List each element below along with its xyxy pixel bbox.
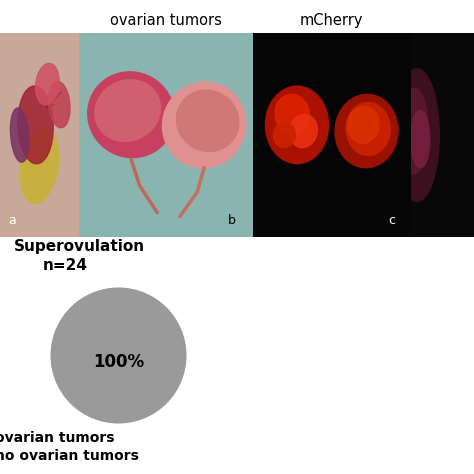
Ellipse shape [275, 94, 310, 135]
Text: n=24: n=24 [43, 258, 88, 273]
Ellipse shape [335, 94, 398, 168]
Text: ovarian tumors: ovarian tumors [0, 431, 115, 446]
Text: c: c [388, 214, 395, 227]
Ellipse shape [10, 108, 29, 162]
Ellipse shape [88, 72, 174, 157]
Ellipse shape [346, 102, 390, 155]
Ellipse shape [163, 82, 246, 168]
Text: b: b [228, 214, 236, 227]
Text: no ovarian tumors: no ovarian tumors [0, 449, 139, 463]
Ellipse shape [347, 107, 379, 143]
Text: ovarian tumors: ovarian tumors [110, 13, 222, 28]
Ellipse shape [48, 82, 70, 128]
Ellipse shape [20, 128, 59, 203]
Text: mCherry: mCherry [300, 13, 364, 28]
Text: Superovulation: Superovulation [14, 239, 146, 255]
Ellipse shape [395, 69, 439, 201]
Text: 100%: 100% [93, 354, 144, 372]
Ellipse shape [18, 86, 53, 164]
Ellipse shape [411, 110, 430, 168]
Ellipse shape [273, 123, 295, 147]
Ellipse shape [400, 88, 428, 174]
Ellipse shape [176, 90, 239, 152]
Ellipse shape [95, 80, 161, 141]
Ellipse shape [289, 114, 318, 147]
Text: a: a [8, 214, 16, 227]
Ellipse shape [36, 64, 59, 105]
Wedge shape [50, 287, 187, 424]
Ellipse shape [265, 86, 328, 164]
